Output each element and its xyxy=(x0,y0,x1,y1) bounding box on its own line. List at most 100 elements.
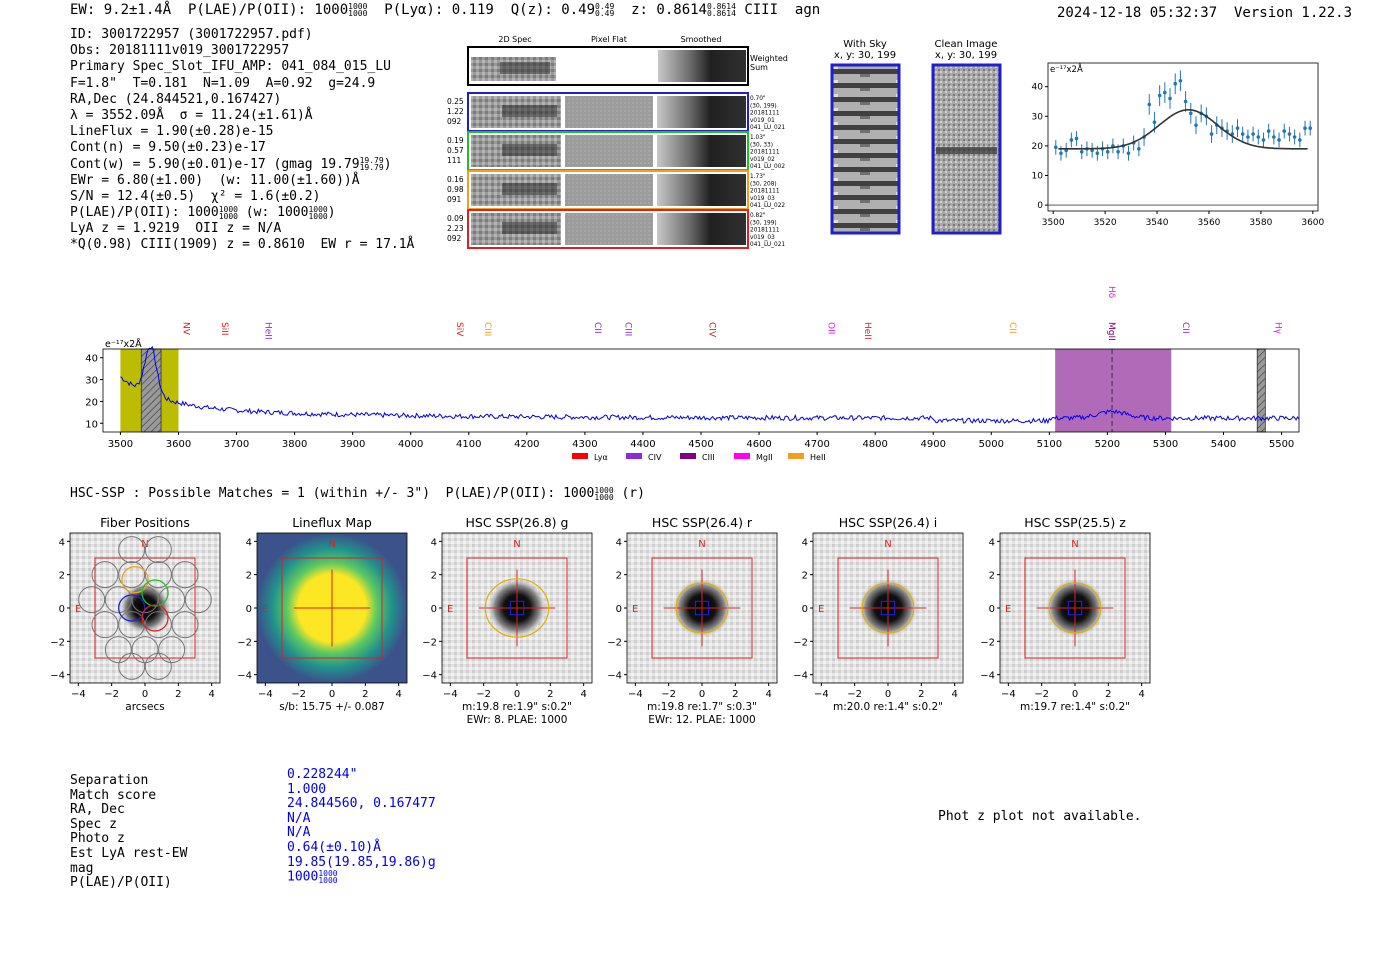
label-separation: Separation xyxy=(70,773,149,788)
panel-ytick-label: 4 xyxy=(989,537,995,548)
line-fit-chart: 3500 3520 3540 3560 3580 3600 0 10 20 30 40 e⁻¹⁷x2Å xyxy=(1032,62,1325,228)
weighted-sum-frame xyxy=(467,46,749,86)
panel-caption: m:19.7 re:1.4" s:0.2" xyxy=(1020,701,1130,713)
panel-xtick-label: −4 xyxy=(71,689,86,700)
panel-xtick-label: −2 xyxy=(476,689,491,700)
fit-data-point xyxy=(1178,78,1183,83)
full-spectrum-chart: 3500 3600 3700 3800 3900 4000 4100 4200 4300 4400… xyxy=(85,286,1300,462)
cutout-row-meta: 1.73" xyxy=(750,174,766,180)
fit-data-point xyxy=(1116,150,1120,154)
legend-label: HeII xyxy=(810,453,826,462)
value-ra-dec: 24.844560, 0.167477 xyxy=(287,796,436,812)
fiber-circle xyxy=(144,611,172,639)
aperture-ellipse xyxy=(484,578,550,638)
cutout-row-meta: (30, 199) xyxy=(750,220,777,226)
selected-fiber-circle xyxy=(141,579,169,607)
spectrum-ytick-label: 20 xyxy=(85,397,98,408)
fiber-circle xyxy=(118,611,146,639)
spectrum-xtick-label: 4700 xyxy=(804,439,829,450)
spectrum-line-label: Hγ xyxy=(1273,322,1283,335)
spectrum-line-marker: NV xyxy=(181,322,191,336)
fiber-circle xyxy=(118,652,146,680)
aperture-box xyxy=(837,557,939,659)
fit-data-point xyxy=(1137,147,1141,151)
fit-xtick-label: 3520 xyxy=(1094,218,1117,228)
fiber-circle xyxy=(171,611,199,639)
fit-xtick-label: 3580 xyxy=(1249,218,1272,228)
cutout-row-meta: 20181111 xyxy=(750,150,780,156)
panel-ytick-label: 2 xyxy=(246,571,252,582)
panel-xtick-label: 0 xyxy=(514,689,520,700)
info-cont-n: Cont(n) = 9.50(±0.23)e-17 xyxy=(70,140,266,156)
spectrum-line-marker: Hγ xyxy=(1273,322,1283,335)
photz-not-available: Phot z plot not available. xyxy=(938,809,1142,824)
with-sky-image xyxy=(830,63,901,235)
fit-data-point xyxy=(1183,99,1188,104)
panel-ytick-label: 0 xyxy=(616,604,622,615)
fit-data-point xyxy=(1079,150,1084,154)
panel-xtick-label: −4 xyxy=(258,689,273,700)
cutout-row-meta: 20181111 xyxy=(750,228,780,234)
spectrum-line-label: CII xyxy=(1180,322,1190,334)
fit-data-point xyxy=(1266,129,1271,133)
spectrum-line-label: SiV xyxy=(454,322,464,337)
fit-data-point xyxy=(1298,138,1302,142)
spectrum-xtick-label: 3700 xyxy=(224,439,249,450)
spectrum-xtick-label: 5300 xyxy=(1153,439,1178,450)
spectrum-line-marker: CII xyxy=(1180,322,1190,334)
info-ra-dec: RA,Dec (24.844521,0.167427) xyxy=(70,91,282,107)
cutout-row-emission xyxy=(502,144,557,156)
panel-xtick-label: −2 xyxy=(291,689,306,700)
panel-caption: s/b: 15.75 +/- 0.087 xyxy=(279,701,384,713)
cutout-row-smoothed xyxy=(657,96,746,128)
cutout-row-meta: v019_03 xyxy=(750,196,775,202)
match-values: 0.228244" 1.000 24.844560, 0.167477 N/A … xyxy=(287,767,436,885)
spectrum-xtick-label: 4000 xyxy=(398,439,423,450)
value-spec-z: N/A xyxy=(287,810,311,826)
east-label: E xyxy=(447,604,453,615)
panel-caption: arcsecs xyxy=(125,701,164,713)
cutout-row-stat: 2.23 xyxy=(447,224,464,233)
legend-swatch xyxy=(572,453,588,459)
spectrum-xtick-label: 5100 xyxy=(1037,439,1062,450)
panel-ytick-label: −2 xyxy=(607,637,622,648)
cutout-row-meta: (30, 33) xyxy=(750,142,773,148)
aperture-ellipse xyxy=(675,582,729,634)
cutout-row-emission xyxy=(502,105,557,117)
weighted-label-2: Sum xyxy=(750,63,768,72)
panel-ytick-label: −2 xyxy=(50,637,65,648)
panel-xtick-label: 2 xyxy=(175,689,181,700)
fiber-circle xyxy=(91,611,119,639)
panel-xtick-label: 2 xyxy=(547,689,553,700)
fit-data-point xyxy=(1163,90,1167,95)
fit-xtick-label: 3600 xyxy=(1301,218,1324,228)
info-ewr: EWr = 6.80(±1.00) (w: 11.00(±1.60))Å xyxy=(70,172,360,188)
spectrum-ytick-label: 30 xyxy=(85,376,98,387)
fiber-circle xyxy=(171,561,199,589)
legend-swatch xyxy=(734,453,750,459)
east-label: E xyxy=(632,604,638,615)
legend-swatch xyxy=(626,453,642,459)
cutout-row-meta: (30, 199) xyxy=(750,103,777,109)
spectrum-line-label: NV xyxy=(181,322,191,336)
fiber-circle xyxy=(144,536,172,564)
cutout-row-stat: 0.25 xyxy=(447,97,464,106)
panel-xtick-label: 4 xyxy=(1138,689,1144,700)
cutout-row-meta: 1.03" xyxy=(750,135,766,141)
value-lya-ew: 0.64(±0.10)Å xyxy=(287,839,381,855)
north-label: N xyxy=(698,539,705,550)
panel-xtick-label: −2 xyxy=(104,689,119,700)
label-ra-dec: RA, Dec xyxy=(70,802,125,818)
spectrum-highlight-span xyxy=(1055,349,1172,432)
fiber-circle xyxy=(104,636,132,664)
spectrum-line-label: MgII xyxy=(1106,322,1116,341)
spectrum-xtick-label: 3900 xyxy=(340,439,365,450)
panel-caption-2: EWr: 8, PLAE: 1000 xyxy=(467,714,568,723)
north-label: N xyxy=(328,539,335,550)
aperture-ellipse xyxy=(861,582,915,634)
spectrum-line-marker: SiII xyxy=(219,322,229,336)
header-z: z: 0.8614 xyxy=(614,2,707,18)
selected-fiber-circle xyxy=(118,594,146,622)
cutout-row-stat: 1.22 xyxy=(447,107,464,116)
